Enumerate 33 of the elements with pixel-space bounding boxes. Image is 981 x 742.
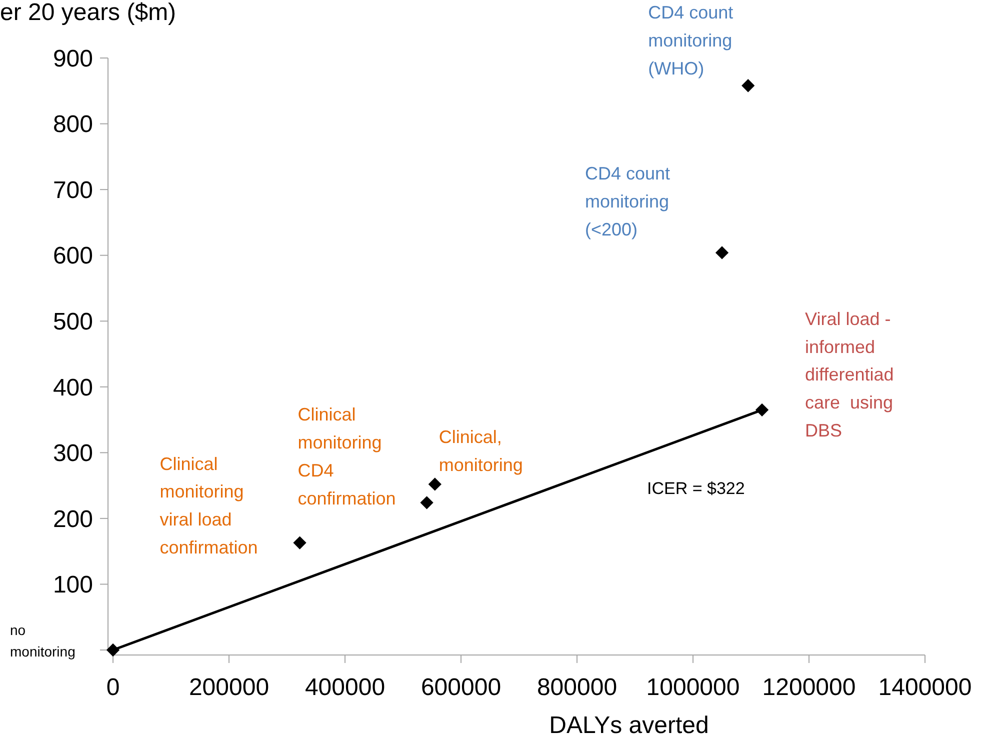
x-axis-title: DALYs averted xyxy=(549,712,709,739)
y-tick-label: 600 xyxy=(52,242,93,270)
y-tick-label: 500 xyxy=(52,308,93,336)
x-tick-label: 1200000 xyxy=(762,674,856,701)
y-tick-label: 900 xyxy=(52,45,93,72)
point xyxy=(420,496,434,510)
y-tick-label: 100 xyxy=(52,572,93,599)
x-tick-label: 0 xyxy=(106,674,120,701)
annotation: no monitoring xyxy=(10,622,76,660)
x-tick-label: 1400000 xyxy=(878,674,972,701)
point xyxy=(742,79,755,92)
annotation: ICER = $322 xyxy=(647,479,745,498)
x-tick-label: 400000 xyxy=(304,674,386,701)
annotation: Viral load - informed differentiad care using DBS xyxy=(805,308,894,441)
y-axis-title: er 20 years ($m) xyxy=(0,0,176,26)
y-tick-label: 300 xyxy=(52,440,93,468)
annotation: CD4 count monitoring (<200) xyxy=(585,164,670,240)
x-tick-label: 1000000 xyxy=(646,674,740,701)
y-tick-label: 800 xyxy=(52,111,93,138)
annotation: Clinical monitoring CD4 confirmation xyxy=(298,404,396,508)
x-tick-label: 600000 xyxy=(420,674,502,701)
annotation: CD4 count monitoring (WHO) xyxy=(648,2,734,78)
annotation: Clinical, monitoring xyxy=(438,427,523,476)
x-tick-label: 200000 xyxy=(188,674,270,701)
y-tick-label: 400 xyxy=(52,374,93,402)
point xyxy=(715,246,729,260)
point xyxy=(293,536,306,550)
y-tick-label: 200 xyxy=(52,506,93,533)
y-tick-label: 700 xyxy=(52,176,93,204)
x-tick-label: 800000 xyxy=(536,674,618,701)
annotation: Clinical monitoring viral load confirmation xyxy=(160,454,258,558)
point xyxy=(106,643,120,657)
point xyxy=(428,478,442,491)
